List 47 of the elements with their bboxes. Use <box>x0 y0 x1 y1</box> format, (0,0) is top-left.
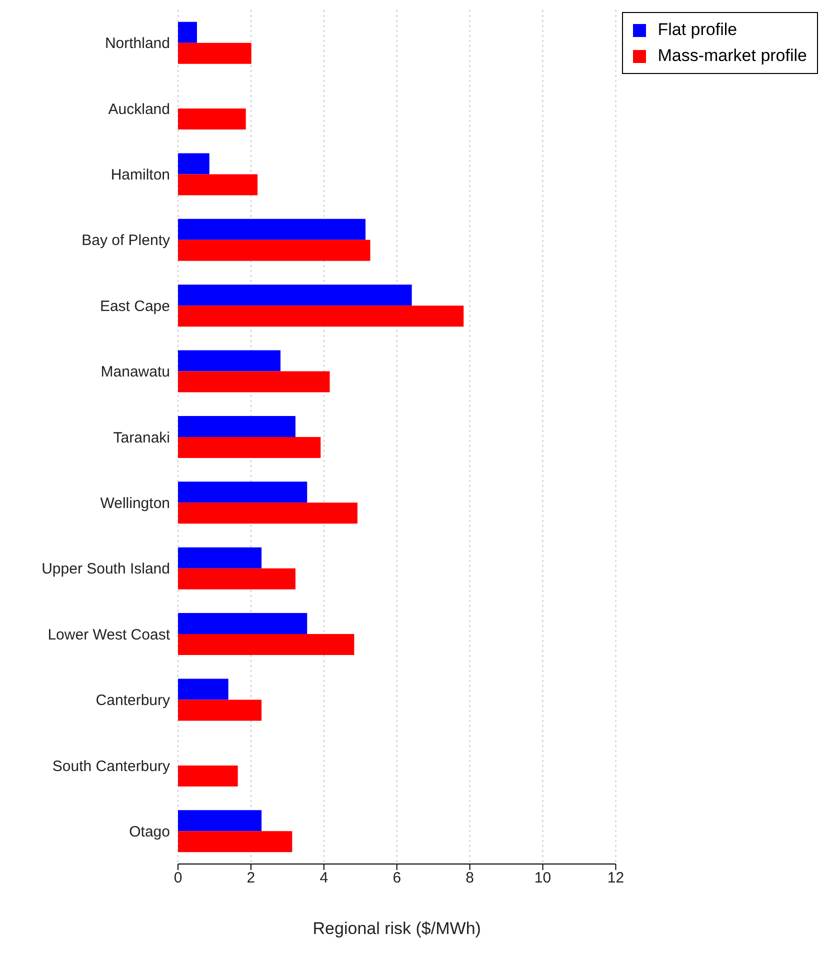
bar <box>178 174 258 196</box>
bar <box>178 810 262 832</box>
bar <box>178 568 296 590</box>
y-tick-label: Lower West Coast <box>48 626 171 644</box>
bar <box>178 350 281 372</box>
x-axis-title: Regional risk ($/MWh) <box>312 919 481 938</box>
y-tick-label: Upper South Island <box>42 560 170 578</box>
y-tick-label: Auckland <box>108 100 170 118</box>
y-tick-label: Northland <box>104 35 170 52</box>
bar <box>178 416 296 437</box>
y-tick-label: Canterbury <box>96 692 170 710</box>
bar <box>178 547 262 568</box>
y-tick-label: East Cape <box>100 298 170 315</box>
y-tick-label: Wellington <box>100 495 170 512</box>
y-tick-label: Otago <box>129 823 170 840</box>
bar <box>178 613 308 634</box>
bar <box>178 153 210 174</box>
x-tick-label: 6 <box>392 870 402 887</box>
bar <box>178 108 246 130</box>
bar <box>178 306 464 327</box>
bar <box>178 371 330 392</box>
bar <box>178 436 321 458</box>
x-tick-label: 2 <box>246 870 256 887</box>
bar <box>178 765 238 786</box>
y-tick-label: South Canterbury <box>52 758 170 775</box>
bar <box>178 482 308 503</box>
bar <box>178 22 197 43</box>
bar <box>178 42 252 64</box>
x-tick-label: 8 <box>466 870 474 887</box>
y-tick-label: Taranaki <box>113 429 170 446</box>
bar <box>178 240 370 261</box>
y-tick-label: Bay of Plenty <box>82 232 170 250</box>
y-tick-label: Hamilton <box>110 166 170 184</box>
bar <box>178 502 358 524</box>
x-tick-label: 12 <box>607 870 624 887</box>
legend-label: Mass-market profile <box>658 45 807 67</box>
bar <box>178 218 366 240</box>
y-tick-label: Manawatu <box>100 364 170 381</box>
bar <box>178 831 292 852</box>
bar <box>178 678 228 700</box>
x-tick-label: 4 <box>320 870 328 887</box>
x-tick-label: 0 <box>174 870 182 887</box>
bar <box>178 634 354 656</box>
bar <box>178 700 262 721</box>
x-tick-label: 10 <box>534 870 552 887</box>
legend-label: Flat profile <box>658 19 738 41</box>
bar <box>178 284 412 306</box>
